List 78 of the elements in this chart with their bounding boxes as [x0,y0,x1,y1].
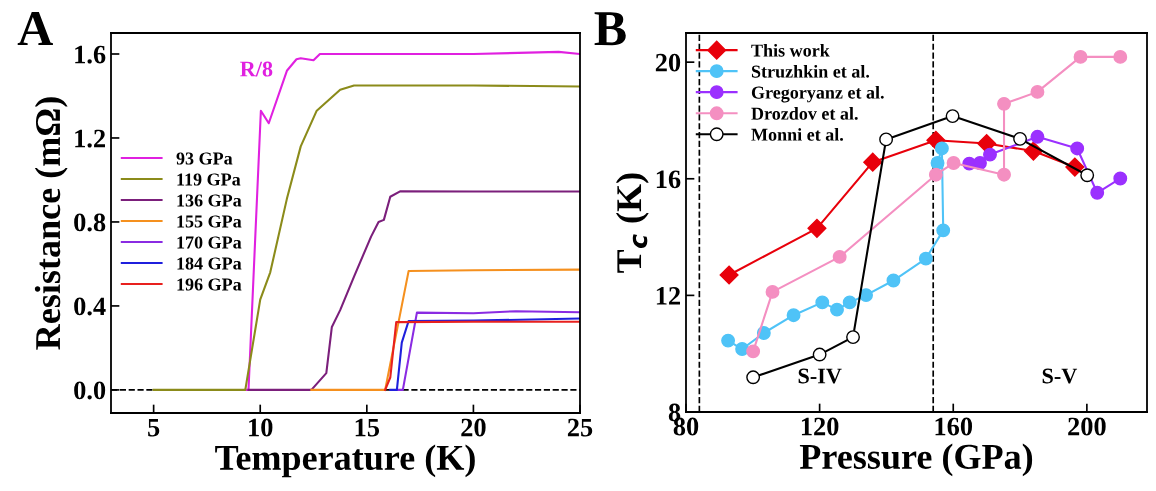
line-series [247,190,580,391]
legend-label: 119 GPa [177,173,241,186]
point [973,156,987,170]
point [945,109,960,124]
point [786,308,801,323]
point [1113,171,1128,186]
y-axis-title: T$_{c}$ (K) [615,173,649,273]
y-tick-label: 12 [656,287,681,305]
x-tick-label: 20 [461,418,486,437]
point [746,344,761,359]
legend-label: 136 GPa [177,194,242,207]
legend-label: This work [751,43,830,57]
legend-label: 184 GPa [177,257,242,270]
annotation: R/8 [240,61,273,77]
point [1113,49,1128,64]
point [886,273,901,288]
point [997,167,1011,182]
y-tick-label: 0.0 [74,381,106,400]
point [842,295,857,310]
point [830,302,844,317]
point [807,218,827,238]
point [815,295,830,310]
point [721,333,736,348]
y-tick-label: 0.8 [74,213,106,232]
point [946,156,961,170]
y-tick-label: 1.6 [75,45,106,64]
point [1013,131,1028,146]
line-series [152,84,580,391]
point [918,251,933,266]
point [735,342,750,356]
y-tick-label: 16 [656,170,681,189]
y-tick-label: 0.4 [74,297,106,316]
x-axis-title: Temperature (K) [215,444,475,478]
y-tick-label: 1.2 [75,129,105,148]
text: B [594,12,626,46]
point [1090,185,1105,200]
text: A [17,12,53,46]
legend-label: Struzhkin et al. [751,64,870,78]
legend-label: 170 GPa [177,236,242,249]
x-axis-title: Pressure (GPa) [799,443,1033,477]
legend-label: Gregoryanz et al. [751,85,884,103]
point [1030,84,1045,99]
point [719,265,739,285]
legend-label: 196 GPa [177,278,242,291]
point [1070,141,1085,156]
x-tick-label: 200 [1068,417,1106,436]
x-tick-label: 15 [355,418,380,437]
point [812,347,827,362]
point [1073,49,1088,64]
x-tick-label: 10 [249,418,273,437]
x-tick-label: 25 [567,418,593,437]
point [746,370,761,385]
point [832,249,847,264]
x-tick-label: 120 [801,417,839,436]
point [859,288,874,303]
legend-label: Monni et al. [751,128,843,141]
line-series [310,268,580,391]
point [879,132,894,147]
point [846,330,860,345]
point [863,152,883,172]
point [930,156,945,170]
legend-label: 155 GPa [177,215,242,228]
point [1030,129,1045,144]
point [983,147,997,162]
annotation: S-IV [798,368,842,384]
point [936,223,951,238]
point [934,141,949,156]
point [997,96,1011,111]
y-tick-label: 20 [655,53,681,72]
point [765,284,780,299]
legend-label: Drozdov et al. [751,107,858,120]
annotation: S-V [1042,368,1078,384]
legend-label: 93 GPa [176,152,233,165]
point [1080,168,1095,183]
x-tick-label: 5 [148,418,160,437]
y-axis-title: Resistance (mΩ) [34,97,68,350]
point [928,167,943,182]
x-tick-label: 160 [935,417,973,436]
